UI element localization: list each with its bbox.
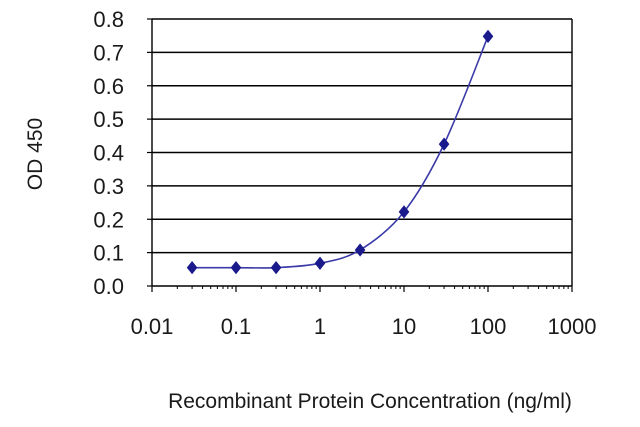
- y-tick-label: 0.0: [93, 274, 124, 299]
- data-point: [186, 261, 198, 275]
- x-tick-label: 10: [392, 314, 416, 339]
- x-tick-labels: 0.01 0.1 1 10 100 1000: [131, 314, 597, 339]
- series: [186, 29, 494, 275]
- y-tick-label: 0.4: [93, 141, 124, 166]
- data-point: [230, 261, 242, 275]
- x-axis-title: Recombinant Protein Concentration (ng/ml…: [168, 390, 572, 413]
- y-tick-label: 0.3: [93, 174, 124, 199]
- data-point: [398, 205, 410, 219]
- y-tick-label: 0.5: [93, 107, 124, 132]
- y-tick-label: 0.2: [93, 207, 124, 232]
- x-tick-label: 0.1: [221, 314, 252, 339]
- data-point: [354, 243, 366, 257]
- y-tick-label: 0.1: [93, 241, 124, 266]
- data-point: [482, 29, 494, 43]
- y-tick-labels: 0.0 0.1 0.2 0.3 0.4 0.5 0.6 0.7 0.8: [93, 7, 124, 299]
- axes: [147, 18, 573, 292]
- y-axis-title: OD 450: [24, 118, 47, 190]
- data-point: [438, 137, 450, 151]
- y-tick-label: 0.7: [93, 40, 124, 65]
- data-point: [270, 261, 282, 275]
- x-tick-label: 1: [314, 314, 326, 339]
- x-tick-label: 1000: [548, 314, 597, 339]
- grid-lines: [152, 18, 572, 254]
- data-point: [314, 256, 326, 270]
- x-tick-label: 0.01: [131, 314, 174, 339]
- y-tick-label: 0.6: [93, 74, 124, 99]
- x-tick-label: 100: [470, 314, 507, 339]
- y-tick-label: 0.8: [93, 7, 124, 32]
